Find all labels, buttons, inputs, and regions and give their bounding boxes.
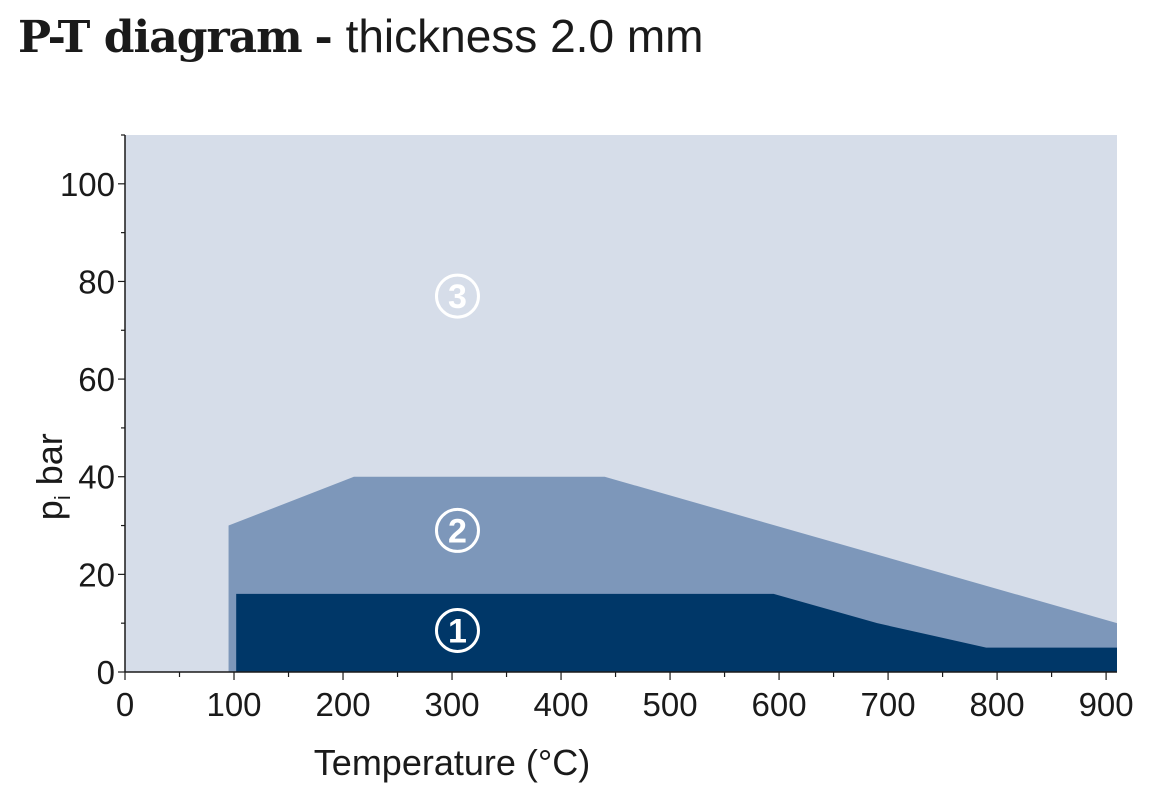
x-tick-label: 900: [1079, 686, 1134, 723]
x-tick-label: 800: [970, 686, 1025, 723]
region-2-label: 2: [448, 512, 467, 550]
region-1-label-circle: [434, 273, 480, 319]
y-axis-title: pi bar: [29, 433, 75, 520]
chart-title: P-T diagram - thickness 2.0 mm: [18, 6, 703, 68]
region-3-label: 1: [448, 613, 467, 651]
y-tick-label: 20: [78, 556, 115, 593]
chart-title-separator: -: [314, 12, 333, 63]
y-tick-label: 0: [97, 654, 115, 691]
x-tick-label: 700: [861, 686, 916, 723]
x-tick-label: 100: [206, 686, 261, 723]
region-2-label-circle: [434, 507, 480, 553]
x-axis-title: Temperature (°C): [314, 742, 590, 783]
x-tick-label: 500: [643, 686, 698, 723]
region-1-label: 3: [448, 278, 467, 316]
region-3-label-circle: [434, 608, 480, 654]
x-tick-label: 300: [425, 686, 480, 723]
x-tick-label: 600: [752, 686, 807, 723]
y-tick-label: 100: [60, 166, 115, 203]
chart-title-bold: P-T diagram: [18, 12, 303, 63]
y-tick-label: 40: [78, 459, 115, 496]
y-tick-label: 60: [78, 361, 115, 398]
chart-title-rest: thickness 2.0 mm: [345, 10, 704, 62]
x-tick-label: 400: [534, 686, 589, 723]
x-tick-label: 0: [116, 686, 134, 723]
y-tick-label: 80: [78, 263, 115, 300]
x-tick-label: 200: [315, 686, 370, 723]
